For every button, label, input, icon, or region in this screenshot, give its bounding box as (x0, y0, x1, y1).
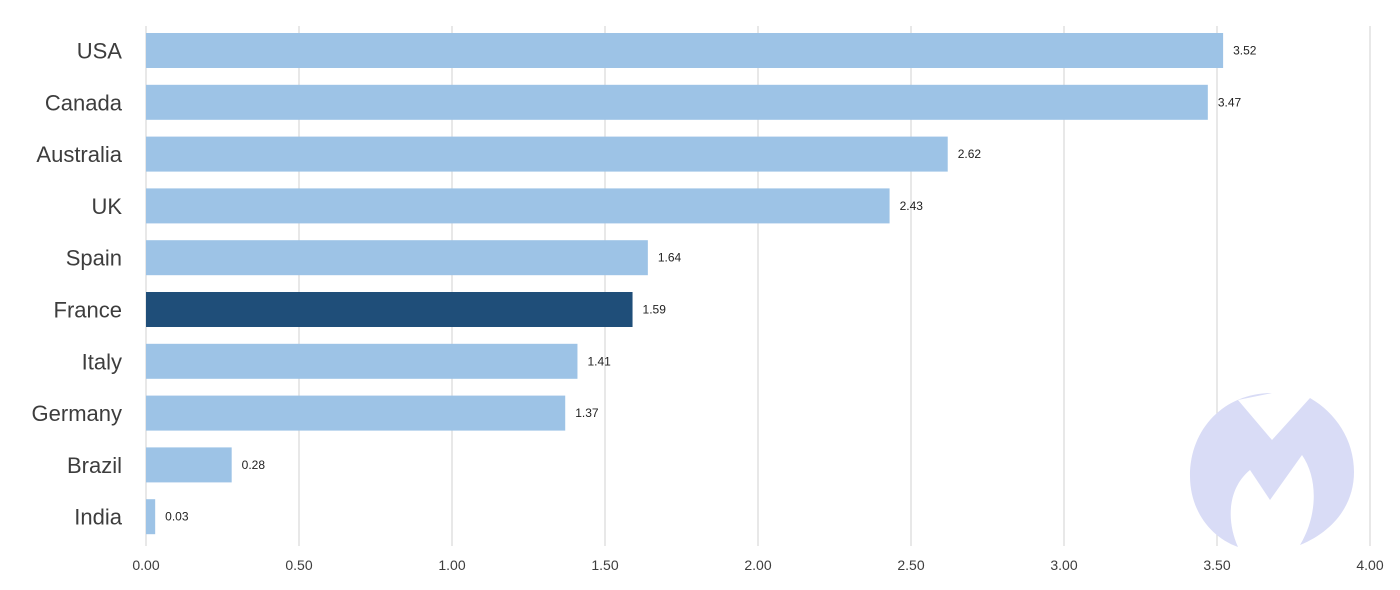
category-label: Italy (82, 349, 122, 374)
category-label: Spain (66, 246, 122, 271)
data-label: 3.47 (1218, 95, 1242, 109)
bars (146, 33, 1224, 535)
category-label: France (54, 298, 122, 323)
category-label: USA (77, 39, 123, 64)
x-tick-label: 4.00 (1356, 557, 1383, 573)
bar-spain (146, 240, 648, 276)
x-tick-label: 0.00 (132, 557, 159, 573)
bar-france (146, 292, 633, 327)
category-label: India (74, 505, 122, 530)
bar-uk (146, 188, 890, 224)
x-tick-label: 2.00 (744, 557, 771, 573)
bar-india (146, 499, 156, 535)
category-label: Australia (36, 142, 122, 167)
data-label: 2.62 (958, 147, 982, 161)
category-labels: USA Canada Australia UK Spain France Italy Germ… (32, 39, 123, 530)
data-label: 1.59 (643, 303, 667, 317)
x-axis-tick-labels: 0.00 0.50 1.00 1.50 2.00 2.50 3.00 3.50 4.00 (132, 557, 1383, 573)
data-labels: 3.52 3.47 2.62 2.43 1.64 1.59 1.41 1.37 0.28 0.03 (165, 44, 1257, 524)
category-label: Brazil (67, 453, 122, 478)
bar-italy (146, 343, 578, 379)
x-tick-label: 2.50 (897, 557, 924, 573)
data-label: 2.43 (900, 199, 924, 213)
data-label: 0.03 (165, 510, 189, 524)
category-label: UK (91, 194, 122, 219)
bar-brazil (146, 447, 232, 483)
bar-australia (146, 136, 948, 172)
category-label: Canada (45, 90, 123, 115)
x-tick-label: 3.50 (1203, 557, 1230, 573)
malwarebytes-logo-icon (1190, 393, 1354, 547)
data-label: 1.64 (658, 251, 682, 265)
x-tick-label: 1.00 (438, 557, 465, 573)
data-label: 1.41 (587, 354, 611, 368)
bar-usa (146, 33, 1224, 68)
data-label: 0.28 (242, 458, 266, 472)
x-tick-label: 0.50 (285, 557, 312, 573)
x-tick-label: 3.00 (1050, 557, 1077, 573)
category-label: Germany (32, 401, 122, 426)
data-label: 3.52 (1233, 44, 1257, 58)
bar-germany (146, 395, 566, 431)
data-label: 1.37 (575, 406, 599, 420)
x-tick-label: 1.50 (591, 557, 618, 573)
bar-canada (146, 84, 1208, 120)
